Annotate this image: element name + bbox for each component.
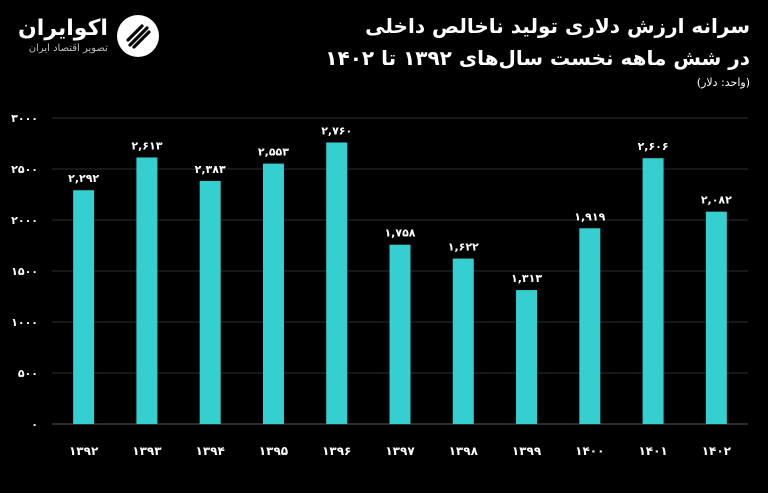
data-label: ۲,۶۱۳ [131,139,162,152]
brand-name: اکوایران [18,16,108,41]
y-tick-label: ۱۵۰۰ [11,265,38,278]
chart-unit-label: (واحد: دلار) [696,76,750,89]
bar [705,211,727,424]
y-tick-label: ۰ [31,418,38,431]
bar [262,163,284,424]
y-tick-label: ۳۰۰۰ [11,112,38,125]
x-tick-label: ۱۳۹۳ [132,444,162,458]
x-tick-label: ۱۴۰۰ [575,444,604,458]
data-label: ۲,۷۶۰ [321,124,352,137]
x-axis-ticks: ۱۳۹۲ ۱۳۹۳ ۱۳۹۴ ۱۳۹۵ ۱۳۹۶ ۱۳۹۷ ۱۳۹۸ ۱۳۹۹ ۱۴۰۰ ۱۴۰۱… [69,444,732,458]
x-tick-label: ۱۳۹۹ [512,444,542,458]
data-label: ۱,۹۱۹ [574,210,605,223]
x-tick-label: ۱۳۹۸ [449,444,479,458]
data-label: ۱,۳۱۳ [511,272,542,285]
bar [326,142,348,425]
data-label: ۲,۶۰۶ [638,140,669,153]
x-tick-label: ۱۴۰۱ [638,444,667,458]
brand-text: اکوایران تصویر اقتصاد ایران [18,16,108,56]
bars [73,142,727,425]
data-label: ۲,۳۸۳ [195,163,226,176]
data-label: ۱,۷۵۸ [384,227,415,240]
chart-header: سرانه ارزش دلاری تولید ناخالص داخلی در ش… [325,10,750,89]
data-label: ۱,۶۲۲ [448,241,479,254]
ecoiran-logo-icon [116,15,159,57]
y-tick-label: ۱۰۰۰ [11,316,38,329]
data-labels: ۲,۲۹۲ ۲,۶۱۳ ۲,۳۸۳ ۲,۵۵۳ ۲,۷۶۰ ۱,۷۵۸ ۱,۶۲۲ ۱,۳۱۳… [68,124,732,285]
bar [452,258,474,424]
x-tick-label: ۱۳۹۲ [69,444,99,458]
x-tick-label: ۱۳۹۶ [322,444,351,458]
brand-tagline: تصویر اقتصاد ایران [28,43,108,54]
chart-title-line1: سرانه ارزش دلاری تولید ناخالص داخلی [365,14,750,38]
bar [516,290,538,424]
bar [389,244,411,424]
y-tick-label: ۲۰۰۰ [11,214,38,227]
bar [579,228,601,424]
y-tick-label: ۲۵۰۰ [11,163,38,176]
data-label: ۲,۰۸۲ [701,194,732,207]
x-tick-label: ۱۴۰۲ [702,444,732,458]
bar [136,157,158,424]
brand-logo: اکوایران تصویر اقتصاد ایران [18,14,160,58]
x-tick-label: ۱۳۹۵ [259,444,288,458]
data-label: ۲,۵۵۳ [258,146,289,159]
x-tick-label: ۱۳۹۴ [196,444,225,458]
y-axis-ticks: ۰ ۵۰۰ ۱۰۰۰ ۱۵۰۰ ۲۰۰۰ ۲۵۰۰ ۳۰۰۰ [11,112,38,431]
bar [73,190,95,424]
bar [199,180,221,424]
data-label: ۲,۲۹۲ [68,172,99,185]
y-tick-label: ۵۰۰ [18,367,38,380]
bar [642,158,664,425]
chart-title-line2: در شش ماهه نخست سال‌های ۱۳۹۲ تا ۱۴۰۲ [325,46,750,70]
x-tick-label: ۱۳۹۷ [385,444,415,458]
